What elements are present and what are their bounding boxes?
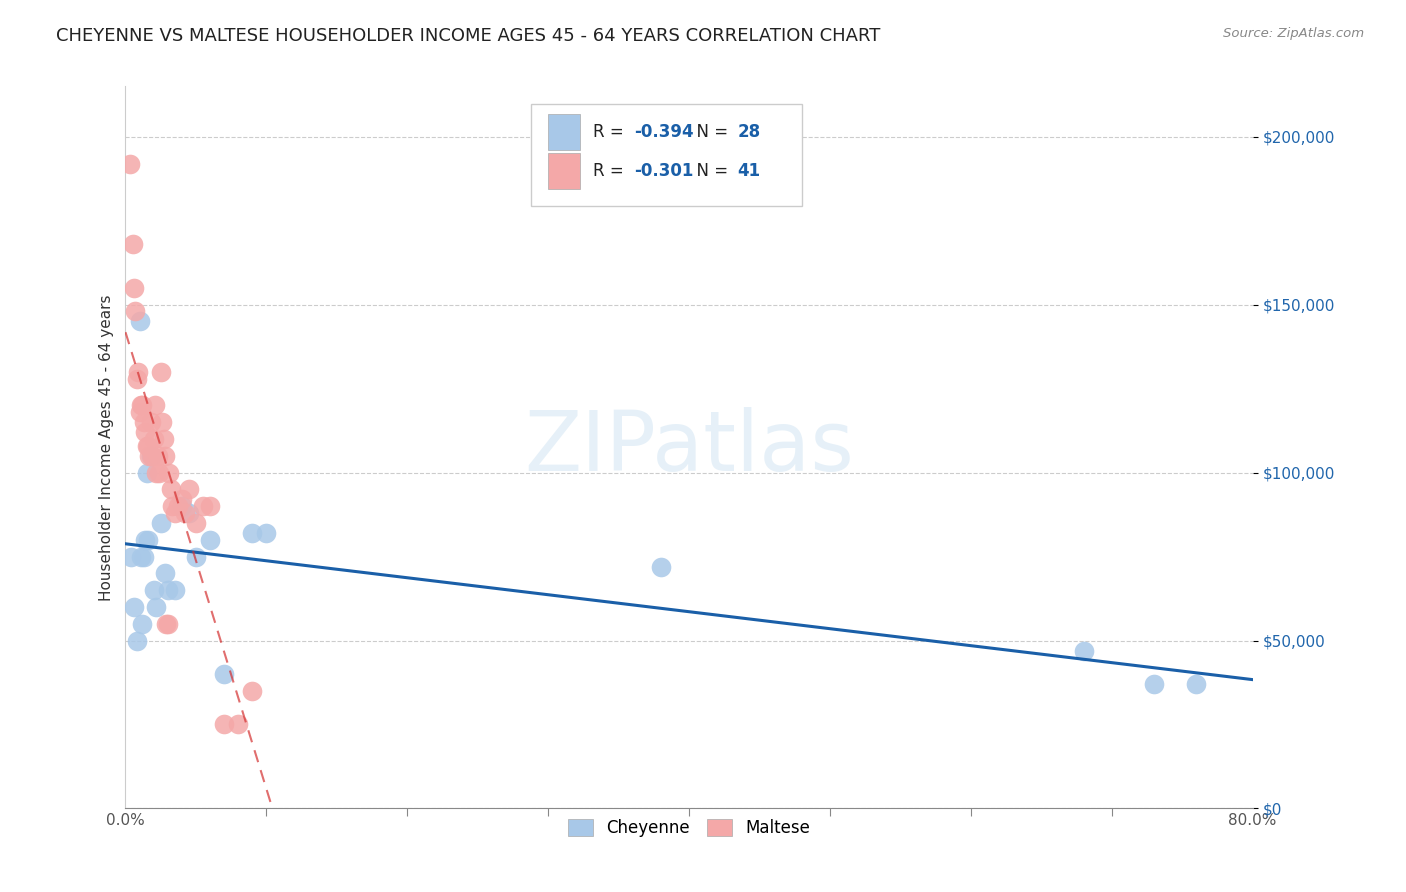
- Text: N =: N =: [686, 161, 733, 180]
- Point: [191, 499, 214, 513]
- Point: [226, 717, 249, 731]
- Point: [122, 281, 145, 295]
- Text: Source: ZipAtlas.com: Source: ZipAtlas.com: [1223, 27, 1364, 40]
- Point: [212, 667, 235, 681]
- Text: 41: 41: [738, 161, 761, 180]
- Point: [177, 483, 200, 497]
- Point: [142, 432, 165, 446]
- Point: [156, 616, 179, 631]
- Point: [650, 559, 672, 574]
- Point: [128, 314, 150, 328]
- Point: [128, 405, 150, 419]
- Text: R =: R =: [593, 161, 630, 180]
- Point: [150, 415, 173, 429]
- Point: [153, 566, 176, 581]
- Point: [134, 533, 156, 547]
- Point: [149, 365, 172, 379]
- Point: [122, 599, 145, 614]
- Legend: Cheyenne, Maltese: Cheyenne, Maltese: [561, 812, 817, 844]
- Text: ZIPatlas: ZIPatlas: [524, 407, 853, 488]
- Point: [198, 533, 221, 547]
- Point: [198, 499, 221, 513]
- Text: N =: N =: [686, 123, 733, 141]
- Point: [145, 599, 167, 614]
- Point: [129, 549, 152, 564]
- Text: 28: 28: [738, 123, 761, 141]
- Point: [159, 483, 181, 497]
- Point: [143, 399, 166, 413]
- Point: [170, 499, 193, 513]
- Point: [254, 526, 277, 541]
- Point: [1143, 677, 1166, 691]
- Text: -0.301: -0.301: [634, 161, 693, 180]
- Point: [118, 156, 141, 170]
- Point: [135, 439, 157, 453]
- Point: [153, 449, 176, 463]
- Point: [141, 449, 163, 463]
- Point: [240, 526, 263, 541]
- Point: [170, 492, 193, 507]
- Point: [240, 684, 263, 698]
- Point: [142, 583, 165, 598]
- Bar: [548, 153, 579, 189]
- Text: -0.394: -0.394: [634, 123, 693, 141]
- Point: [163, 506, 186, 520]
- Point: [149, 516, 172, 530]
- Bar: [548, 114, 579, 150]
- Point: [125, 633, 148, 648]
- FancyBboxPatch shape: [531, 104, 801, 205]
- Point: [135, 466, 157, 480]
- Point: [139, 415, 162, 429]
- Point: [139, 449, 162, 463]
- Point: [156, 583, 179, 598]
- Point: [120, 549, 142, 564]
- Point: [134, 425, 156, 440]
- Point: [148, 466, 170, 480]
- Point: [177, 506, 200, 520]
- Point: [152, 432, 174, 446]
- Point: [136, 439, 159, 453]
- Point: [127, 365, 149, 379]
- Point: [155, 616, 177, 631]
- Point: [160, 499, 183, 513]
- Point: [184, 549, 207, 564]
- Y-axis label: Householder Income Ages 45 - 64 years: Householder Income Ages 45 - 64 years: [100, 294, 114, 600]
- Point: [212, 717, 235, 731]
- Point: [136, 533, 159, 547]
- Point: [1073, 643, 1095, 657]
- Point: [132, 549, 155, 564]
- Point: [146, 449, 169, 463]
- Point: [129, 399, 152, 413]
- Point: [157, 466, 180, 480]
- Point: [124, 304, 146, 318]
- Text: CHEYENNE VS MALTESE HOUSEHOLDER INCOME AGES 45 - 64 YEARS CORRELATION CHART: CHEYENNE VS MALTESE HOUSEHOLDER INCOME A…: [56, 27, 880, 45]
- Point: [132, 415, 155, 429]
- Point: [138, 449, 160, 463]
- Point: [173, 506, 195, 520]
- Point: [125, 371, 148, 385]
- Point: [131, 616, 153, 631]
- Text: R =: R =: [593, 123, 630, 141]
- Point: [184, 516, 207, 530]
- Point: [121, 237, 143, 252]
- Point: [166, 499, 188, 513]
- Point: [163, 583, 186, 598]
- Point: [1185, 677, 1208, 691]
- Point: [145, 466, 167, 480]
- Point: [131, 399, 153, 413]
